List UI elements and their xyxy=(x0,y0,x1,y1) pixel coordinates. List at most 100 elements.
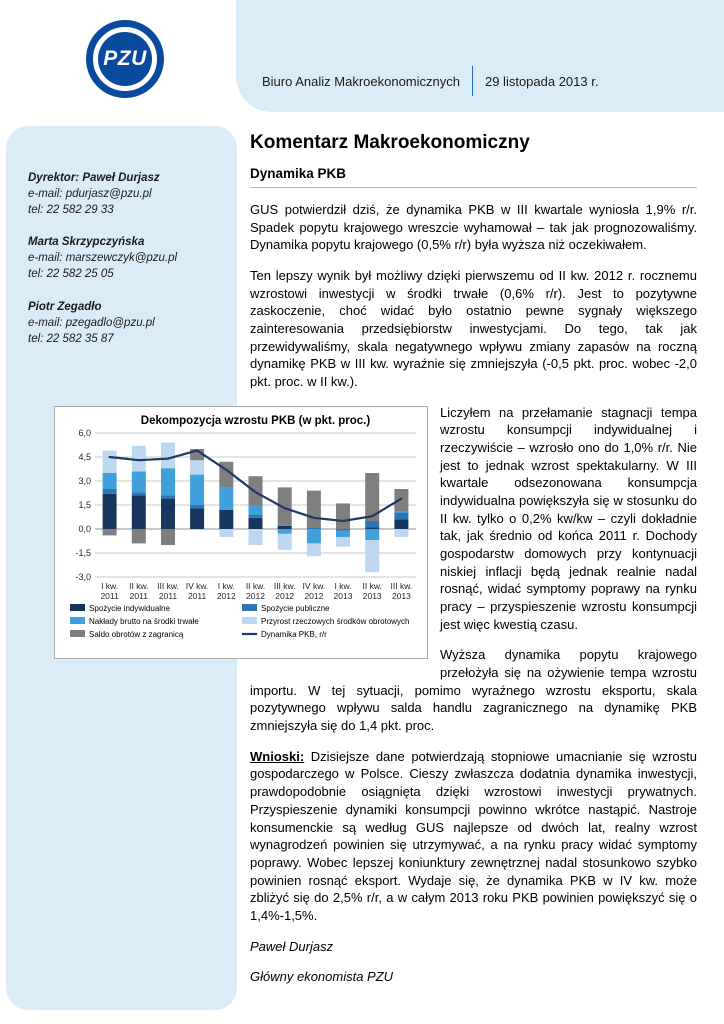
bar-segment xyxy=(248,475,263,505)
bar-segment xyxy=(131,528,146,544)
gdp-line xyxy=(108,449,403,522)
legend-label: Spożycie indywidualne xyxy=(89,604,170,613)
bar-segment xyxy=(248,517,263,529)
x-tick-year: 2013 xyxy=(392,591,411,601)
bar-segment xyxy=(365,520,380,528)
y-tick-label: -3,0 xyxy=(75,572,91,582)
bar-segment xyxy=(277,533,292,550)
x-tick-quarter: II kw. xyxy=(363,581,382,591)
x-tick-year: 2011 xyxy=(159,591,178,601)
bar-segment xyxy=(219,528,234,537)
signature-name: Paweł Durjasz xyxy=(250,938,334,954)
paragraph: Ten lepszy wynik był możliwy dzięki pier… xyxy=(250,268,697,390)
bar-segment xyxy=(102,493,117,529)
bar-segment xyxy=(102,472,117,489)
header-band: Biuro Analiz Makroekonomicznych 29 listo… xyxy=(236,0,724,112)
department-label: Biuro Analiz Makroekonomicznych xyxy=(262,73,460,89)
bar-segment xyxy=(365,528,380,540)
legend-label: Przyrost rzeczowych środków obrotowych xyxy=(261,617,410,626)
legend-swatch xyxy=(70,616,85,624)
bar-segment xyxy=(394,528,409,537)
header-divider xyxy=(471,66,473,96)
contact-tel: tel: 22 582 25 05 xyxy=(28,268,114,281)
contact-tel: tel: 22 582 29 33 xyxy=(28,204,114,217)
y-tick-label: 0,0 xyxy=(78,524,91,534)
bar-segment xyxy=(219,487,234,510)
bar-segment xyxy=(190,448,205,460)
y-tick-label: 4,5 xyxy=(78,452,91,462)
legend-label: Dynamika PKB, r/r xyxy=(261,630,327,639)
contact-email: e-mail: pdurjasz@pzu.pl xyxy=(28,188,152,201)
pzu-logo-inner-circle: PZU xyxy=(98,32,152,86)
bar-segment xyxy=(131,495,146,529)
conclusions-label: Wnioski: xyxy=(250,748,305,764)
bar-segment xyxy=(161,495,175,499)
x-tick-year: 2012 xyxy=(217,591,236,601)
contact-name: Marta Skrzypczyńska xyxy=(28,236,145,249)
bar-segment xyxy=(394,512,409,520)
bar-segment xyxy=(365,472,380,521)
y-tick-label: 1,5 xyxy=(78,500,91,510)
bar-segment xyxy=(365,539,380,572)
bar-segment xyxy=(248,528,263,545)
bar-segment xyxy=(277,528,292,534)
x-tick-quarter: III kw. xyxy=(391,581,413,591)
page-title: Komentarz Makroekonomiczny xyxy=(250,132,530,153)
bar-segment xyxy=(248,514,263,518)
legend-swatch xyxy=(70,629,85,637)
x-tick-year: 2011 xyxy=(188,591,207,601)
conclusions-text: Dzisiejsze dane potwierdzają stopniowe u… xyxy=(250,748,697,923)
bar-segment xyxy=(394,488,409,512)
legend-label: Saldo obrotów z zagranicą xyxy=(89,630,184,639)
contact-block: Dyrektor: Paweł Durjasz e-mail: pdurjasz… xyxy=(28,170,223,218)
x-tick-quarter: III kw. xyxy=(274,581,296,591)
x-tick-year: 2012 xyxy=(304,591,323,601)
article: Komentarz Makroekonomiczny Dynamika PKB … xyxy=(54,132,697,999)
signature-role: Główny ekonomista PZU xyxy=(250,969,394,985)
paragraph: GUS potwierdził dziś, że dynamika PKB w … xyxy=(250,202,697,253)
report-date: 29 listopada 2013 r. xyxy=(484,73,599,89)
contact-email: e-mail: pzegadlo@pzu.pl xyxy=(28,316,155,329)
x-tick-year: 2011 xyxy=(100,591,119,601)
paragraph: Liczyłem na przełamanie stagnacji tempa … xyxy=(440,404,697,632)
bar-segment xyxy=(161,528,175,545)
subtitle-rule xyxy=(250,187,697,188)
bar-segment xyxy=(219,509,234,529)
contact-tel: tel: 22 582 35 87 xyxy=(28,332,114,345)
contact-block: Marta Skrzypczyńska e-mail: marszewczyk@… xyxy=(28,234,223,282)
bar-segment xyxy=(306,543,321,556)
bar-segment xyxy=(336,530,350,537)
bar-segment xyxy=(161,442,175,468)
bar-segment xyxy=(161,498,175,529)
bar-segment xyxy=(394,511,409,513)
y-tick-label: 3,0 xyxy=(78,476,91,486)
legend-swatch xyxy=(242,603,257,611)
bar-segment xyxy=(336,528,350,531)
contact-name: Piotr Zegadło xyxy=(28,300,102,313)
bar-segment xyxy=(190,459,205,475)
contact-block: Piotr Zegadło e-mail: pzegadlo@pzu.pl te… xyxy=(28,299,223,347)
bar-segment xyxy=(365,527,380,529)
pzu-logo-text: PZU xyxy=(103,47,147,70)
gdp-decomposition-chart: Dekompozycja wzrostu PKB (w pkt. proc.) -… xyxy=(54,405,428,659)
bar-segment xyxy=(102,488,117,494)
x-tick-year: 2013 xyxy=(334,591,353,601)
x-tick-quarter: IV kw. xyxy=(186,581,209,591)
chart-svg: Dekompozycja wzrostu PKB (w pkt. proc.) -… xyxy=(70,415,416,639)
bar-segment xyxy=(248,504,263,515)
bar-segment xyxy=(161,467,175,496)
pzu-logo: PZU xyxy=(86,20,164,98)
chart-canvas: Dekompozycja wzrostu PKB (w pkt. proc.) -… xyxy=(58,411,424,656)
legend-swatch xyxy=(70,603,85,611)
bar-segment xyxy=(394,519,409,529)
article-subtitle: Dynamika PKB xyxy=(250,166,347,181)
x-tick-quarter: II kw. xyxy=(129,581,148,591)
bar-segment xyxy=(190,474,205,505)
contact-name: Dyrektor: Paweł Durjasz xyxy=(28,172,160,184)
header-meta: Biuro Analiz Makroekonomicznych 29 listo… xyxy=(262,66,598,96)
x-tick-quarter: I kw. xyxy=(101,581,118,591)
x-tick-quarter: III kw. xyxy=(157,581,179,591)
bar-segment xyxy=(306,528,321,544)
bar-segment xyxy=(336,503,350,529)
